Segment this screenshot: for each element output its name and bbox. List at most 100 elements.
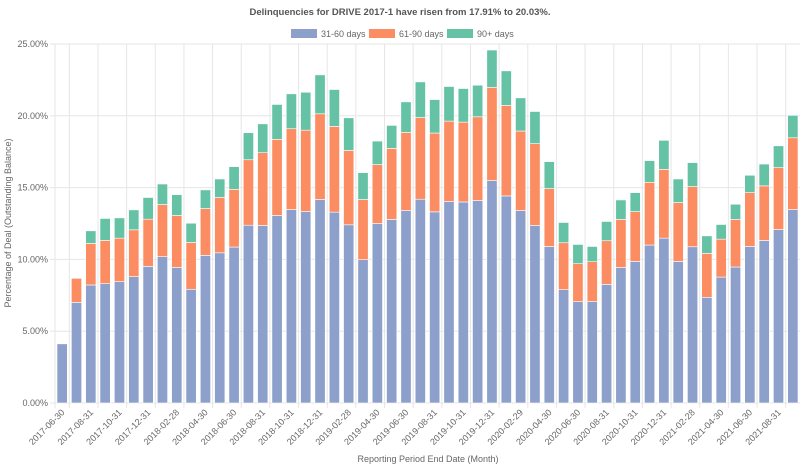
x-axis-label: Reporting Period End Date (Month): [357, 454, 498, 464]
bar-segment-61-90-days: [472, 116, 484, 201]
y-axis-label: Percentage of Deal (Outstanding Balance): [3, 138, 13, 307]
y-axis-ticks: 0.00% 5.00% 10.00% 15.00% 20.00% 25.00%: [17, 39, 48, 408]
bar-segment-90-days: [271, 104, 283, 140]
bar-segment-61-90-days: [400, 132, 412, 211]
bar-segment-90-days: [99, 218, 111, 241]
bar-segment-61-90-days: [114, 237, 125, 282]
bar-segment-31-60-days: [185, 288, 197, 404]
bar-segment-90-days: [758, 163, 770, 187]
bar-segment-90-days: [314, 74, 326, 115]
bar-segment-31-60-days: [744, 246, 756, 404]
bar-segment-61-90-days: [500, 105, 512, 197]
bar-segment-61-90-days: [543, 188, 555, 247]
bar-segment-61-90-days: [371, 164, 383, 224]
bar-segment-61-90-days: [644, 181, 656, 246]
bar-segment-61-90-days: [529, 143, 541, 226]
bar-segment-61-90-days: [300, 129, 312, 212]
bar-segment-31-60-days: [271, 215, 283, 404]
bar-segment-61-90-days: [171, 215, 183, 268]
bar-segment-31-60-days: [400, 210, 412, 404]
y-tick-label: 20.00%: [17, 111, 48, 121]
bar-segment-31-60-days: [285, 209, 297, 404]
bar-segment-31-60-days: [429, 211, 441, 404]
bar-segment-90-days: [156, 183, 168, 205]
chart-title: Delinquencies for DRIVE 2017-1 have rise…: [250, 7, 551, 18]
bar-segment-90-days: [371, 140, 383, 165]
bar-segment-61-90-days: [271, 139, 283, 216]
bar-segment-90-days: [414, 81, 426, 118]
bar-segment-90-days: [586, 246, 598, 262]
bar-segment-90-days: [601, 221, 613, 242]
bar-segment-31-60-days: [171, 267, 183, 404]
bar-segment-31-60-days: [414, 198, 426, 404]
bar-segment-61-90-days: [343, 150, 355, 226]
bar-segment-31-60-days: [529, 225, 541, 404]
bar-segment-61-90-days: [773, 167, 784, 230]
bar-segment-90-days: [429, 99, 441, 134]
bar-segment-31-60-days: [500, 195, 512, 404]
bar-segment-61-90-days: [228, 189, 240, 248]
bar-segment-90-days: [228, 166, 240, 190]
bar-segment-90-days: [629, 192, 641, 212]
bar-segment-90-days: [357, 172, 369, 200]
y-tick-label: 10.00%: [17, 254, 48, 264]
bar-segment-61-90-days: [156, 204, 168, 257]
bar-segment-90-days: [142, 197, 154, 220]
bar-segment-90-days: [214, 178, 226, 198]
y-tick-label: 15.00%: [17, 183, 48, 193]
bar-segment-61-90-days: [128, 229, 140, 277]
bar-segment-61-90-days: [730, 219, 741, 268]
bar-segment-61-90-days: [744, 192, 756, 247]
bar-segment-90-days: [114, 217, 125, 239]
bar-segment-90-days: [672, 178, 684, 203]
bar-segment-31-60-days: [99, 283, 111, 404]
bar-segment-31-60-days: [687, 246, 699, 404]
bar-segment-61-90-days: [357, 199, 369, 260]
bar-segment-31-60-days: [85, 284, 97, 404]
y-tick-label: 5.00%: [22, 326, 48, 336]
bar-segment-90-days: [472, 84, 484, 118]
bar-segment-31-60-days: [343, 224, 355, 404]
bar-segment-31-60-days: [371, 223, 383, 404]
bar-segment-90-days: [185, 222, 197, 243]
y-tick-label: 0.00%: [22, 398, 48, 408]
bar-segment-31-60-days: [228, 246, 240, 404]
bar-segment-90-days: [658, 140, 670, 170]
bar-segment-31-60-days: [242, 224, 254, 404]
bar-segment-31-60-days: [156, 256, 168, 404]
bar-segment-31-60-days: [114, 281, 125, 404]
bar-segment-90-days: [558, 222, 570, 244]
bar-segment-90-days: [300, 91, 312, 131]
gridlines: [50, 43, 800, 408]
bar-segment-90-days: [773, 145, 784, 168]
bar-segment-61-90-days: [99, 240, 111, 284]
bar-segment-61-90-days: [314, 113, 326, 200]
bar-segment-90-days: [500, 70, 512, 106]
bar-segment-31-60-days: [199, 255, 211, 404]
bar-segment-90-days: [128, 209, 140, 231]
bar-segment-90-days: [343, 117, 355, 151]
bar-segment-31-60-days: [257, 225, 269, 404]
bar-segment-31-60-days: [142, 266, 154, 404]
bar-segment-31-60-days: [386, 219, 398, 404]
bar-segment-31-60-days: [672, 261, 684, 404]
bar-segment-31-60-days: [128, 276, 140, 404]
legend-swatch: [369, 29, 395, 38]
bar-segment-31-60-days: [615, 267, 627, 404]
bar-segment-61-90-days: [71, 278, 82, 303]
bar-segment-31-60-days: [472, 200, 484, 404]
bar-segment-90-days: [242, 132, 254, 161]
bar-segment-31-60-days: [515, 210, 527, 404]
legend-label: 90+ days: [477, 29, 514, 39]
bar-segment-61-90-days: [572, 263, 584, 302]
bar-segment-31-60-days: [758, 240, 770, 404]
bar-segment-61-90-days: [242, 159, 254, 226]
bar-segment-31-60-days: [328, 211, 340, 404]
bar-segment-61-90-days: [457, 121, 469, 203]
legend-swatch: [447, 29, 473, 38]
bar-segment-61-90-days: [199, 208, 211, 256]
bar-segment-61-90-days: [285, 128, 297, 210]
bar-segment-61-90-days: [715, 238, 727, 278]
bar-segment-90-days: [787, 115, 799, 139]
